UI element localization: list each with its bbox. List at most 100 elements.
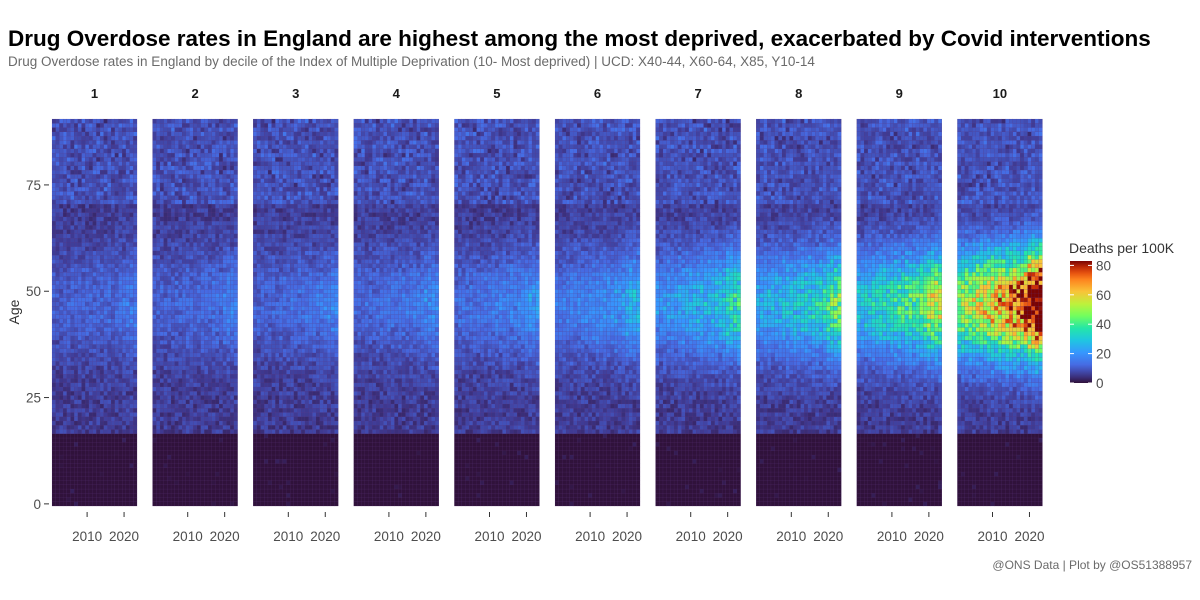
heat-cell [156, 305, 161, 311]
heat-cell [59, 199, 64, 205]
heat-cell [200, 174, 205, 179]
heat-cell [163, 288, 168, 294]
heat-cell [62, 250, 67, 256]
heat-cell [182, 429, 187, 434]
heat-cell [159, 450, 164, 456]
heat-cell [59, 212, 64, 218]
heat-cell [167, 182, 172, 188]
heat-cell [62, 182, 67, 188]
heat-cell [163, 327, 168, 332]
heat-cell [233, 131, 238, 137]
heat-cell [133, 127, 138, 132]
heat-cell [178, 225, 183, 230]
heat-cell [189, 327, 194, 332]
heat-cell [170, 118, 175, 124]
heat-cell [182, 386, 187, 392]
heat-cell [163, 199, 168, 205]
heat-cell [193, 467, 198, 473]
heat-cell [96, 348, 101, 354]
heat-cell [275, 327, 280, 332]
chart-title: Drug Overdose rates in England are highe… [8, 26, 1151, 52]
heat-cell [256, 208, 261, 213]
heat-cell [222, 259, 227, 264]
heat-cell [226, 344, 231, 349]
heat-cell [59, 246, 64, 252]
heat-cell [118, 246, 123, 252]
heat-cell [218, 182, 224, 188]
heat-cell [66, 391, 71, 396]
heat-cell [189, 276, 194, 281]
heat-cell [233, 267, 238, 273]
heat-cell [122, 276, 127, 281]
heat-cell [159, 237, 164, 243]
heat-cell [260, 327, 265, 332]
heat-cell [267, 493, 272, 498]
heat-cell [226, 284, 231, 290]
heat-cell [122, 199, 127, 205]
heat-cell [77, 459, 82, 464]
heat-cell [81, 484, 86, 490]
heat-cell [74, 242, 79, 247]
heat-cell [170, 293, 175, 298]
heat-cell [159, 225, 164, 230]
heat-cell [62, 118, 67, 124]
heat-cell [271, 437, 276, 443]
heat-cell [125, 199, 130, 205]
heat-cell [282, 361, 287, 366]
heat-cell [81, 165, 86, 171]
heat-cell [271, 378, 276, 383]
heat-cell [204, 497, 209, 502]
heat-cell [129, 488, 134, 494]
heat-cell [85, 174, 90, 179]
heat-cell [74, 395, 79, 400]
heat-cell [267, 327, 272, 332]
heat-cell [200, 135, 205, 141]
heat-cell [233, 195, 238, 201]
heat-cell [170, 437, 175, 443]
heat-cell [55, 335, 60, 341]
heat-cell [122, 327, 127, 332]
heat-cell [256, 488, 261, 494]
heat-cell [62, 148, 67, 154]
heat-cell [103, 446, 108, 451]
heat-cell [74, 391, 79, 396]
heat-cell [222, 220, 227, 226]
heat-cell [218, 263, 224, 269]
heat-cell [233, 280, 238, 286]
heat-cell [163, 305, 168, 311]
heat-cell [66, 161, 71, 166]
heat-cell [88, 459, 93, 464]
heat-cell [59, 446, 64, 451]
heat-cell [271, 408, 276, 413]
heat-cell [107, 378, 112, 383]
heat-cell [88, 378, 93, 383]
heat-cell [174, 386, 179, 392]
heat-cell [233, 327, 238, 332]
heat-cell [85, 288, 90, 294]
heat-cell [163, 161, 168, 166]
heat-cell [278, 144, 283, 149]
heat-cell [92, 454, 97, 460]
heat-cell [189, 433, 194, 439]
heat-cell [70, 305, 75, 311]
heat-cell [282, 369, 287, 375]
heat-cell [118, 493, 123, 498]
heat-cell [66, 305, 71, 311]
heat-cell [174, 378, 179, 383]
heat-cell [271, 501, 276, 507]
heat-cell [275, 305, 280, 311]
heat-cell [103, 305, 108, 311]
heat-cell [129, 276, 134, 281]
heat-cell [159, 123, 164, 128]
heat-cell [193, 361, 198, 366]
heat-cell [159, 182, 164, 188]
heat-cell [218, 442, 224, 447]
heat-cell [103, 246, 108, 252]
heat-cell [114, 284, 119, 290]
heat-cell [55, 501, 60, 507]
heat-cell [256, 318, 261, 324]
heat-cell [271, 195, 276, 201]
heat-cell [96, 233, 101, 239]
heat-cell [260, 250, 265, 256]
heat-cell [77, 412, 82, 417]
